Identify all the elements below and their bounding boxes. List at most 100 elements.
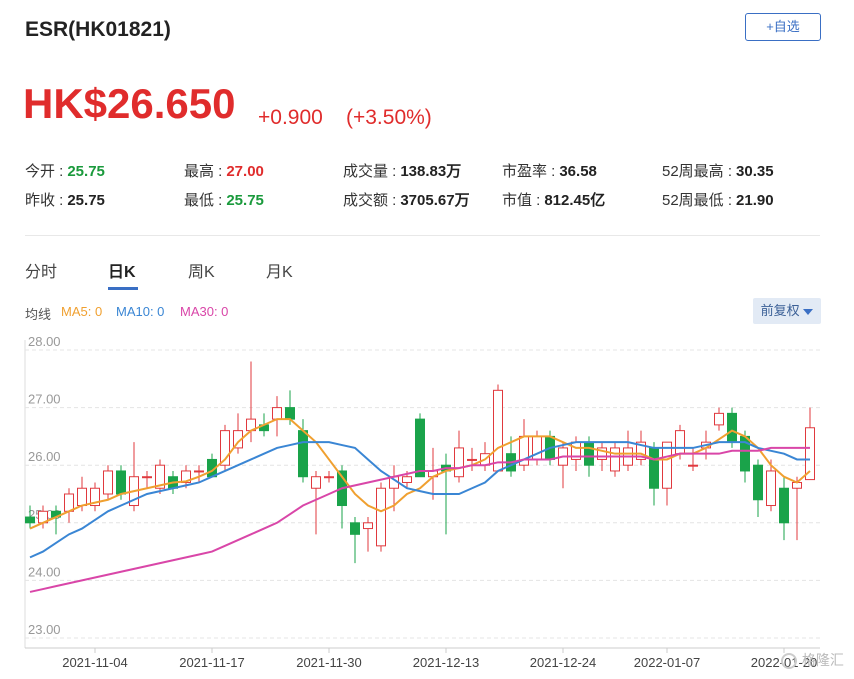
- stat-value: 25.75: [67, 163, 105, 180]
- candle-body: [103, 470, 113, 495]
- candle-body: [454, 447, 464, 478]
- stat-value: 812.45亿: [544, 192, 606, 209]
- candle-body: [662, 441, 672, 489]
- candle-body: [363, 522, 373, 530]
- candle-body: [467, 458, 477, 461]
- stat: 昨收 :25.75: [25, 189, 105, 210]
- stat-label: 昨收 :: [25, 192, 64, 209]
- candle-body: [116, 470, 126, 495]
- x-tick-label: 2022-01-07: [634, 655, 701, 670]
- stat-value: 27.00: [226, 163, 264, 180]
- price-change-pct: (+3.50%): [346, 106, 432, 129]
- y-tick-label: 23.00: [28, 622, 61, 637]
- candle-body: [727, 412, 737, 443]
- stat-label: 今开 :: [25, 163, 64, 180]
- candle-body: [64, 493, 74, 512]
- price-change: +0.900: [258, 106, 323, 129]
- stat-value: 3705.67万: [400, 192, 470, 209]
- y-tick-label: 28.00: [28, 334, 61, 349]
- candle-body: [77, 487, 87, 507]
- stat-value: 36.58: [559, 163, 597, 180]
- adjust-label[interactable]: 前复权: [760, 303, 800, 318]
- candle-body: [766, 470, 776, 507]
- stat-label: 最高 :: [184, 163, 223, 180]
- stat: 市盈率 :36.58: [502, 160, 597, 181]
- candle-body: [675, 430, 685, 455]
- legend-entry: MA5: 0: [61, 304, 103, 319]
- x-tick-label: 2022-01-20: [751, 655, 818, 670]
- stat-value: 25.75: [226, 192, 264, 209]
- stat-label: 最低 :: [184, 192, 223, 209]
- candle-body: [285, 407, 295, 420]
- y-tick-label: 27.00: [28, 392, 61, 407]
- candle-body: [220, 430, 230, 466]
- x-tick-label: 2021-11-04: [62, 655, 128, 670]
- y-tick-label: 26.00: [28, 449, 61, 464]
- candle-body: [324, 476, 334, 479]
- candle-body: [155, 464, 165, 489]
- candle-body: [350, 522, 360, 535]
- tab[interactable]: 日K: [108, 264, 136, 281]
- stat-label: 52周最低 :: [662, 192, 733, 209]
- candle-body: [311, 476, 321, 489]
- candle-body: [415, 418, 425, 478]
- stat-value: 138.83万: [400, 163, 462, 180]
- candle-body: [636, 441, 646, 460]
- candle-body: [597, 447, 607, 460]
- candle-body: [25, 516, 35, 524]
- ma-line: [29, 446, 810, 593]
- candle-body: [584, 441, 594, 466]
- active-tab-indicator: [108, 287, 138, 290]
- x-tick-label: 2021-12-24: [530, 655, 597, 670]
- add-watchlist-button[interactable]: +自选: [745, 13, 821, 41]
- candle-body: [181, 470, 191, 483]
- stat: 今开 :25.75: [25, 160, 105, 181]
- tab[interactable]: 月K: [266, 264, 293, 281]
- candle-body: [402, 476, 412, 483]
- candle-body: [714, 412, 724, 426]
- dropdown-icon: [803, 308, 814, 315]
- watermark: 格隆汇: [780, 650, 844, 670]
- stat: 最低 :25.75: [184, 189, 264, 210]
- candle-body: [753, 464, 763, 501]
- candle-body: [805, 427, 815, 481]
- legend-title: 均线: [25, 307, 52, 322]
- stat-label: 市值 :: [502, 192, 541, 209]
- candle-body: [649, 447, 659, 489]
- stat: 市值 :812.45亿: [502, 189, 605, 210]
- legend-entry: MA30: 0: [180, 304, 229, 319]
- tab[interactable]: 分时: [25, 264, 58, 281]
- stat-label: 成交额 :: [343, 192, 397, 209]
- candle-body: [194, 470, 204, 473]
- candle-body: [90, 487, 100, 507]
- price: HK$26.650: [23, 80, 236, 127]
- stat-label: 成交量 :: [343, 163, 397, 180]
- x-tick-label: 2021-12-13: [413, 655, 480, 670]
- ma-line: [29, 441, 810, 559]
- stat-label: 市盈率 :: [502, 163, 556, 180]
- y-tick-label: 24.00: [28, 564, 61, 579]
- candle-body: [272, 407, 282, 420]
- watermark-icon: [781, 653, 797, 670]
- watermark-text: 格隆汇: [801, 652, 844, 668]
- x-tick-label: 2021-11-30: [296, 655, 362, 670]
- candle-body: [142, 476, 152, 479]
- stat: 52周最高 :30.35: [662, 160, 774, 181]
- candle-body: [493, 389, 503, 472]
- stat: 52周最低 :21.90: [662, 189, 774, 210]
- stat: 成交额 :3705.67万: [343, 189, 470, 210]
- stat-value: 30.35: [736, 163, 774, 180]
- candle-body: [688, 464, 698, 467]
- stat: 最高 :27.00: [184, 160, 264, 181]
- stat-value: 21.90: [736, 192, 774, 209]
- tab[interactable]: 周K: [188, 264, 215, 281]
- candle-body: [779, 487, 789, 524]
- stock-title: ESR(HK01821): [25, 18, 171, 41]
- stat-value: 25.75: [67, 192, 105, 209]
- x-tick-label: 2021-11-17: [179, 655, 245, 670]
- candle-body: [610, 447, 620, 472]
- adjust-button[interactable]: 前复权: [753, 298, 821, 324]
- candle-body: [298, 430, 308, 478]
